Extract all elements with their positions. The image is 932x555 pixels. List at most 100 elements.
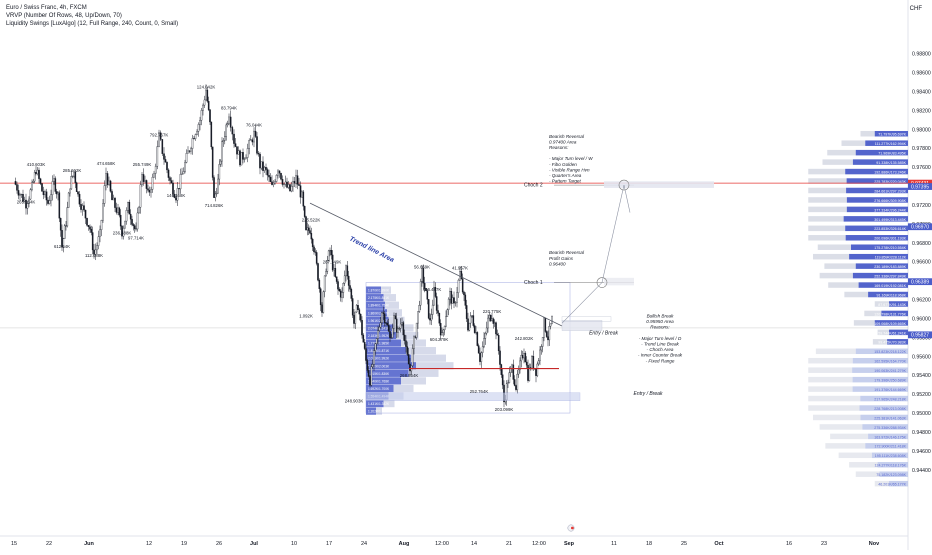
candle-body[interactable] (519, 360, 521, 371)
candle-body[interactable] (365, 348, 367, 361)
candle-body[interactable] (193, 138, 195, 140)
candle-body[interactable] (272, 182, 275, 185)
candle-body[interactable] (231, 127, 234, 135)
candle-body[interactable] (94, 249, 97, 255)
candle-body[interactable] (507, 382, 509, 384)
candle-body[interactable] (414, 336, 417, 338)
candle-body[interactable] (39, 178, 42, 184)
candle-body[interactable] (172, 182, 174, 195)
candle-body[interactable] (184, 162, 186, 172)
candle-body[interactable] (513, 379, 516, 386)
candle-body[interactable] (419, 281, 422, 306)
candle-body[interactable] (103, 185, 106, 204)
candle-body[interactable] (393, 315, 395, 329)
candle-body[interactable] (449, 291, 451, 300)
candle-body[interactable] (367, 370, 370, 377)
candle-body[interactable] (386, 323, 389, 326)
candle-body[interactable] (349, 285, 351, 290)
candle-body[interactable] (71, 175, 74, 177)
candle-body[interactable] (337, 281, 339, 290)
candle-body[interactable] (508, 372, 511, 383)
candle-body[interactable] (154, 165, 157, 174)
candle-body[interactable] (295, 175, 297, 184)
candle-body[interactable] (145, 180, 148, 189)
candle-body[interactable] (89, 226, 91, 230)
candle-body[interactable] (97, 236, 100, 246)
candle-body[interactable] (65, 225, 67, 227)
candle-body[interactable] (446, 309, 449, 317)
candle-body[interactable] (179, 174, 182, 190)
candle-body[interactable] (121, 225, 123, 237)
candle-body[interactable] (329, 250, 331, 252)
candle-body[interactable] (111, 191, 113, 201)
candle-body[interactable] (303, 205, 306, 217)
candle-body[interactable] (263, 167, 266, 171)
candle-body[interactable] (164, 159, 167, 163)
candle-body[interactable] (421, 268, 423, 282)
candle-body[interactable] (139, 184, 142, 208)
candle-body[interactable] (457, 279, 460, 293)
candle-body[interactable] (23, 199, 26, 202)
candle-body[interactable] (460, 271, 463, 279)
indicator-liquidity-legend[interactable]: Liquidity Swings [LuxAlgo] (12, Full Ran… (6, 21, 179, 27)
candle-body[interactable] (515, 385, 517, 390)
candle-body[interactable] (90, 229, 93, 233)
candle-body[interactable] (327, 250, 330, 261)
candle-body[interactable] (370, 366, 373, 386)
candle-body[interactable] (350, 289, 353, 299)
candle-body[interactable] (485, 327, 488, 334)
candle-body[interactable] (411, 348, 414, 367)
candle-body[interactable] (207, 101, 210, 110)
candle-body[interactable] (429, 318, 431, 321)
candle-body[interactable] (394, 315, 397, 320)
candle-body[interactable] (228, 116, 230, 124)
candle-body[interactable] (475, 332, 477, 334)
candle-body[interactable] (378, 326, 381, 331)
candle-body[interactable] (369, 376, 371, 386)
candle-body[interactable] (236, 146, 238, 155)
candle-body[interactable] (445, 316, 447, 327)
candle-body[interactable] (374, 343, 377, 351)
candle-body[interactable] (29, 189, 32, 200)
candle-body[interactable] (389, 331, 391, 338)
candle-body[interactable] (136, 212, 139, 230)
candle-body[interactable] (290, 185, 293, 192)
candle-body[interactable] (106, 173, 109, 185)
candle-body[interactable] (387, 324, 390, 332)
candle-body[interactable] (151, 176, 154, 190)
candle-body[interactable] (135, 228, 137, 230)
candle-body[interactable] (318, 280, 321, 289)
candle-body[interactable] (286, 181, 288, 188)
candle-body[interactable] (491, 318, 493, 321)
candle-body[interactable] (194, 134, 197, 139)
candle-body[interactable] (191, 138, 194, 149)
candle-body[interactable] (441, 332, 443, 336)
event-marker-icon[interactable] (567, 524, 575, 532)
candle-body[interactable] (544, 317, 547, 332)
candle-body[interactable] (454, 302, 457, 304)
candle-body[interactable] (341, 292, 343, 298)
candle-body[interactable] (141, 174, 143, 185)
candle-body[interactable] (218, 164, 221, 180)
candle-body[interactable] (234, 143, 237, 147)
candle-body[interactable] (499, 350, 501, 365)
candle-body[interactable] (246, 148, 249, 158)
candle-body[interactable] (450, 291, 453, 304)
candle-body[interactable] (105, 173, 107, 186)
candle-body[interactable] (334, 268, 337, 277)
candle-body[interactable] (310, 233, 313, 240)
candle-body[interactable] (531, 356, 533, 369)
candle-body[interactable] (425, 288, 427, 292)
candle-body[interactable] (266, 169, 269, 176)
candle-body[interactable] (516, 373, 519, 390)
candle-body[interactable] (363, 342, 366, 349)
candle-body[interactable] (298, 184, 300, 186)
candle-body[interactable] (144, 180, 146, 182)
candle-body[interactable] (138, 207, 140, 214)
candle-body[interactable] (224, 136, 226, 141)
candle-body[interactable] (385, 322, 387, 324)
candle-body[interactable] (326, 260, 329, 272)
candle-body[interactable] (233, 133, 235, 144)
candle-body[interactable] (147, 188, 149, 191)
candle-body[interactable] (379, 322, 382, 328)
